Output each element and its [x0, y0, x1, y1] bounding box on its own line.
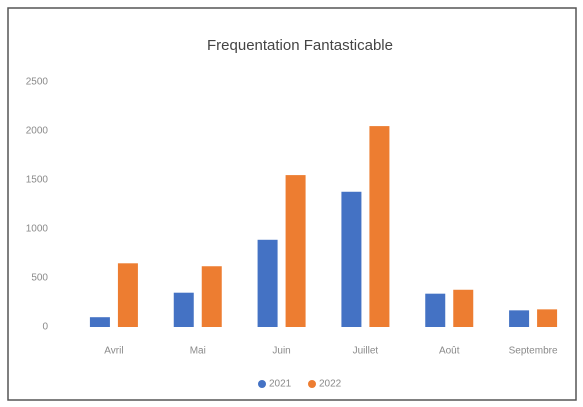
bar — [369, 126, 390, 327]
bar — [509, 310, 530, 327]
bar — [285, 175, 306, 327]
y-tick-label: 2500 — [26, 77, 49, 88]
bar — [257, 239, 278, 327]
bar — [89, 317, 110, 327]
legend-label: 2021 — [269, 379, 292, 390]
bar — [117, 263, 138, 327]
bar — [425, 293, 446, 327]
y-tick-label: 1500 — [26, 175, 49, 186]
bar — [173, 292, 194, 327]
bar — [537, 309, 558, 327]
x-tick-label: Août — [439, 346, 460, 357]
y-tick-label: 1000 — [26, 224, 49, 235]
legend-label: 2022 — [319, 379, 342, 390]
bar — [341, 191, 362, 327]
x-tick-label: Mai — [190, 346, 206, 357]
legend-swatch — [308, 380, 316, 388]
x-tick-label: Septembre — [509, 346, 558, 357]
x-tick-label: Avril — [104, 346, 123, 357]
y-tick-label: 0 — [42, 322, 48, 333]
x-tick-label: Juillet — [353, 346, 379, 357]
y-tick-label: 2000 — [26, 126, 49, 137]
chart-title: Frequentation Fantasticable — [207, 37, 393, 54]
bar — [201, 266, 222, 327]
y-tick-label: 500 — [31, 273, 48, 284]
bar — [453, 289, 474, 327]
legend-swatch — [258, 380, 266, 388]
x-tick-label: Juin — [272, 346, 290, 357]
